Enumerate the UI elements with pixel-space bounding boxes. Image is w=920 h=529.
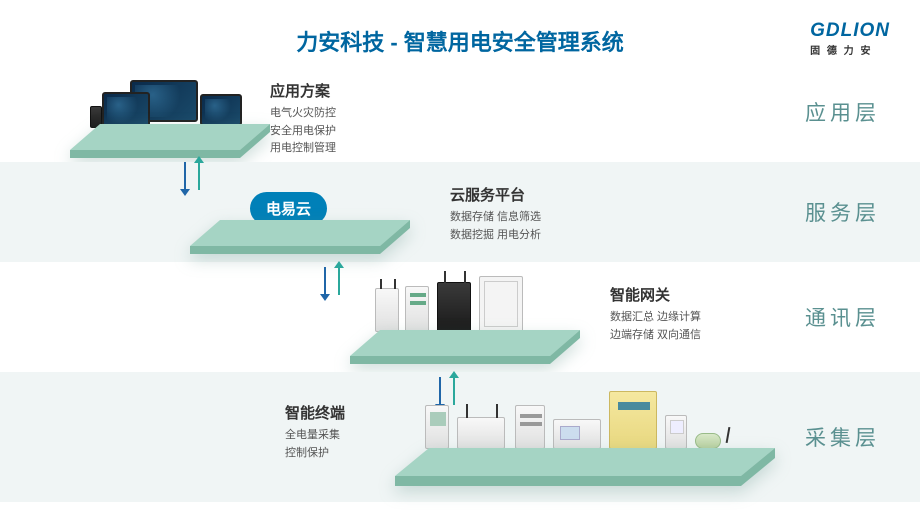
logo: GDLION 固 德 力 安 bbox=[810, 20, 890, 57]
layer-label-collection: 采集层 bbox=[805, 422, 880, 452]
section-title-1: 应用方案 bbox=[270, 80, 336, 101]
layer-application: 应用层 应用方案 电气火灾防控 安全用电保护 用电控制管理 bbox=[0, 62, 920, 162]
section-title-2: 云服务平台 bbox=[450, 184, 541, 205]
main-title: 力安科技 - 智慧用电安全管理系统 bbox=[0, 0, 920, 62]
device-terminal-3 bbox=[515, 405, 545, 449]
platform-4 bbox=[395, 448, 775, 492]
logo-sub-text: 固 德 力 安 bbox=[810, 42, 890, 57]
text-service: 云服务平台 数据存储 信息筛选 数据挖掘 用电分析 bbox=[450, 184, 541, 244]
device-gateway-4 bbox=[479, 276, 523, 332]
diagram-container: 应用层 应用方案 电气火灾防控 安全用电保护 用电控制管理 服务层 bbox=[0, 62, 920, 522]
section-title-3: 智能网关 bbox=[610, 284, 701, 305]
text-application: 应用方案 电气火灾防控 安全用电保护 用电控制管理 bbox=[270, 80, 336, 158]
arrow-down-icon bbox=[439, 377, 441, 405]
text-collection: 智能终端 全电量采集 控制保护 bbox=[285, 402, 345, 462]
device-terminal-1 bbox=[425, 405, 449, 449]
device-gateway-3 bbox=[437, 282, 471, 332]
section-items-4: 全电量采集 控制保护 bbox=[285, 427, 345, 462]
device-terminal-7 bbox=[695, 433, 721, 449]
section-title-4: 智能终端 bbox=[285, 402, 345, 423]
layer-collection: 采集层 智能终端 全电量采集 控制保护 bbox=[0, 372, 920, 502]
platform-3 bbox=[350, 330, 580, 370]
device-terminal-6 bbox=[665, 415, 687, 449]
layer-service: 服务层 电易云 云服务平台 数据存储 信息筛选 数据挖掘 用电分析 bbox=[0, 162, 920, 262]
layer-label-service: 服务层 bbox=[805, 197, 880, 227]
arrow-2-3 bbox=[320, 267, 344, 300]
device-terminal-2 bbox=[457, 417, 505, 449]
device-gateway-2 bbox=[405, 286, 429, 332]
platform-1 bbox=[70, 124, 270, 164]
arrow-1-2 bbox=[180, 162, 204, 195]
arrow-down-icon bbox=[324, 267, 326, 295]
section-items-2: 数据存储 信息筛选 数据挖掘 用电分析 bbox=[450, 209, 541, 244]
arrow-up-icon bbox=[198, 162, 200, 190]
section-items-1: 电气火灾防控 安全用电保护 用电控制管理 bbox=[270, 105, 336, 158]
platform-2 bbox=[190, 220, 410, 260]
arrow-up-icon bbox=[453, 377, 455, 405]
logo-main-text: GDLION bbox=[810, 20, 890, 42]
device-terminal-5 bbox=[609, 391, 657, 449]
arrow-up-icon bbox=[338, 267, 340, 295]
section-items-3: 数据汇总 边缘计算 边端存储 双向通信 bbox=[610, 309, 701, 344]
device-gateway-1 bbox=[375, 288, 399, 332]
device-terminal-4 bbox=[553, 419, 601, 449]
arrow-down-icon bbox=[184, 162, 186, 190]
layer-communication: 通讯层 bbox=[0, 262, 920, 372]
layer-label-communication: 通讯层 bbox=[805, 302, 880, 332]
text-communication: 智能网关 数据汇总 边缘计算 边端存储 双向通信 bbox=[610, 284, 701, 344]
layer-label-application: 应用层 bbox=[805, 97, 880, 127]
